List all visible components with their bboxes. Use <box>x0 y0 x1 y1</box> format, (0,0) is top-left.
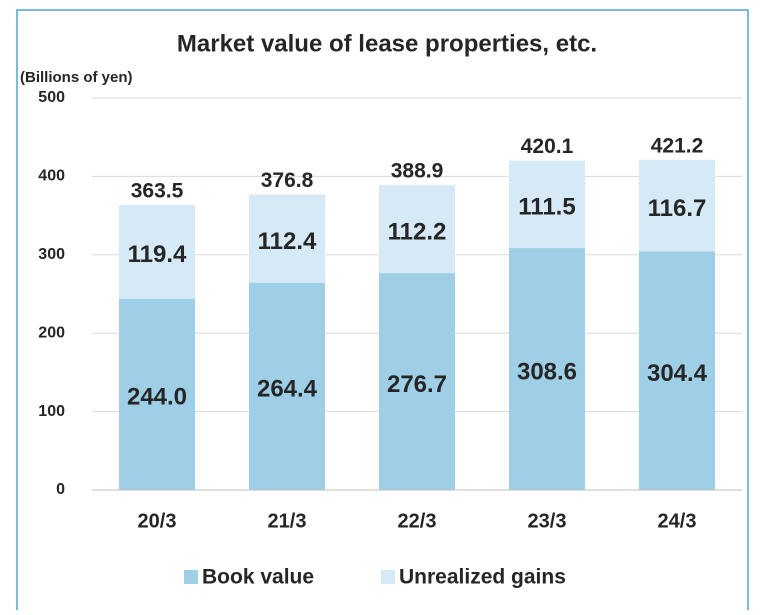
bar-segment <box>509 160 585 249</box>
data-label: 119.4 <box>128 241 187 268</box>
data-label: 116.7 <box>648 195 707 222</box>
x-tick-label: 21/3 <box>268 510 307 532</box>
data-label: 276.7 <box>387 371 447 398</box>
total-label: 420.1 <box>521 135 574 158</box>
bar-segment <box>249 194 325 283</box>
bar-segment <box>509 248 585 490</box>
x-tick-label: 20/3 <box>138 510 177 532</box>
y-tick-label: 0 <box>56 481 65 498</box>
data-label: 112.4 <box>258 228 317 255</box>
data-label: 304.4 <box>647 360 708 387</box>
legend-label: Book value <box>202 566 314 589</box>
total-label: 388.9 <box>391 160 444 183</box>
bar-segment <box>639 159 715 252</box>
bar-segment <box>119 298 195 490</box>
y-tick-label: 400 <box>38 168 65 185</box>
bar-segment <box>379 185 455 274</box>
data-label: 112.2 <box>388 218 447 245</box>
bar-segment <box>249 282 325 490</box>
total-label: 363.5 <box>131 180 184 203</box>
bar-segment <box>119 205 195 299</box>
x-tick-label: 23/3 <box>528 510 567 532</box>
y-tick-label: 500 <box>38 89 65 106</box>
legend-swatch <box>381 570 395 584</box>
total-label: 376.8 <box>261 169 314 192</box>
total-label: 421.2 <box>651 134 704 157</box>
bar-segment <box>379 273 455 490</box>
y-axis-label: (Billions of yen) <box>20 69 133 86</box>
data-label: 264.4 <box>257 376 318 403</box>
data-label: 244.0 <box>127 384 187 411</box>
legend-swatch <box>184 570 198 584</box>
x-tick-label: 24/3 <box>658 510 697 532</box>
chart-title: Market value of lease properties, etc. <box>177 30 597 57</box>
y-tick-label: 200 <box>38 324 65 341</box>
y-tick-label: 100 <box>38 403 65 420</box>
data-label: 308.6 <box>517 358 577 385</box>
data-label: 111.5 <box>518 194 575 221</box>
frame <box>16 9 749 615</box>
y-tick-label: 300 <box>38 246 65 263</box>
bar-segment <box>639 251 715 490</box>
x-tick-label: 22/3 <box>398 510 437 532</box>
legend-label: Unrealized gains <box>399 566 566 589</box>
